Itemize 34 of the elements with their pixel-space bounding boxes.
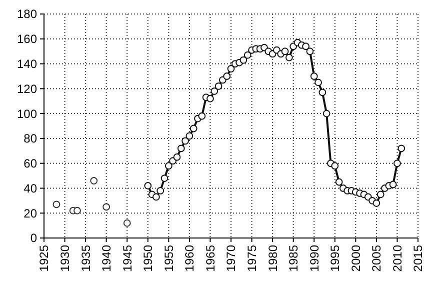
x-tick-label: 2005 [370, 244, 384, 272]
point [52, 200, 60, 208]
y-tick-label: 180 [16, 7, 38, 22]
x-tick-label: 2000 [348, 244, 363, 272]
point [90, 177, 98, 184]
y-tick-label: 40 [24, 181, 38, 196]
point [102, 203, 110, 211]
x-tick-label: 1960 [182, 244, 197, 272]
y-tick-label: 160 [16, 32, 38, 46]
x-tick-label: 1955 [162, 244, 176, 272]
x-tick-label: 1935 [78, 244, 93, 272]
y-tick-label: 140 [16, 56, 38, 71]
x-tick-label: 1965 [203, 244, 218, 272]
y-tick-label: 80 [24, 132, 38, 146]
x-tick-label: 1990 [307, 244, 322, 272]
x-tick-label: 2015 [411, 244, 426, 272]
x-tick-label: 1940 [100, 244, 114, 272]
point [74, 206, 81, 214]
x-tick-label: 1950 [141, 244, 156, 272]
x-tick-label: 1980 [266, 244, 280, 272]
x-tick-label: 1970 [224, 244, 238, 272]
y-tick-label: 0 [30, 231, 38, 246]
x-tick-label: 1945 [120, 244, 134, 272]
y-tick-label: 20 [24, 206, 38, 220]
point [123, 219, 131, 227]
x-tick-label: 1985 [286, 244, 301, 272]
x-tick-label: 1925 [37, 244, 52, 272]
x-tick-label: 1995 [328, 244, 342, 272]
x-tick-label: 1975 [244, 244, 259, 272]
x-tick-label: 1930 [58, 244, 72, 272]
y-tick-label: 60 [24, 156, 38, 171]
x-tick-label: 2010 [390, 244, 404, 272]
y-tick-label: 100 [16, 106, 38, 121]
y-tick-label: 120 [16, 82, 38, 96]
